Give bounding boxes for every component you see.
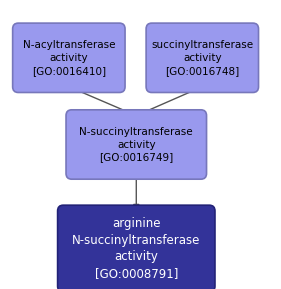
FancyBboxPatch shape — [58, 205, 215, 289]
FancyBboxPatch shape — [66, 110, 207, 179]
FancyBboxPatch shape — [146, 23, 259, 92]
FancyBboxPatch shape — [13, 23, 125, 92]
Text: N-succinyltransferase
activity
[GO:0016749]: N-succinyltransferase activity [GO:00167… — [80, 127, 193, 162]
Text: arginine
N-succinyltransferase
activity
[GO:0008791]: arginine N-succinyltransferase activity … — [72, 217, 200, 280]
Text: succinyltransferase
activity
[GO:0016748]: succinyltransferase activity [GO:0016748… — [151, 40, 253, 76]
Text: N-acyltransferase
activity
[GO:0016410]: N-acyltransferase activity [GO:0016410] — [22, 40, 115, 76]
